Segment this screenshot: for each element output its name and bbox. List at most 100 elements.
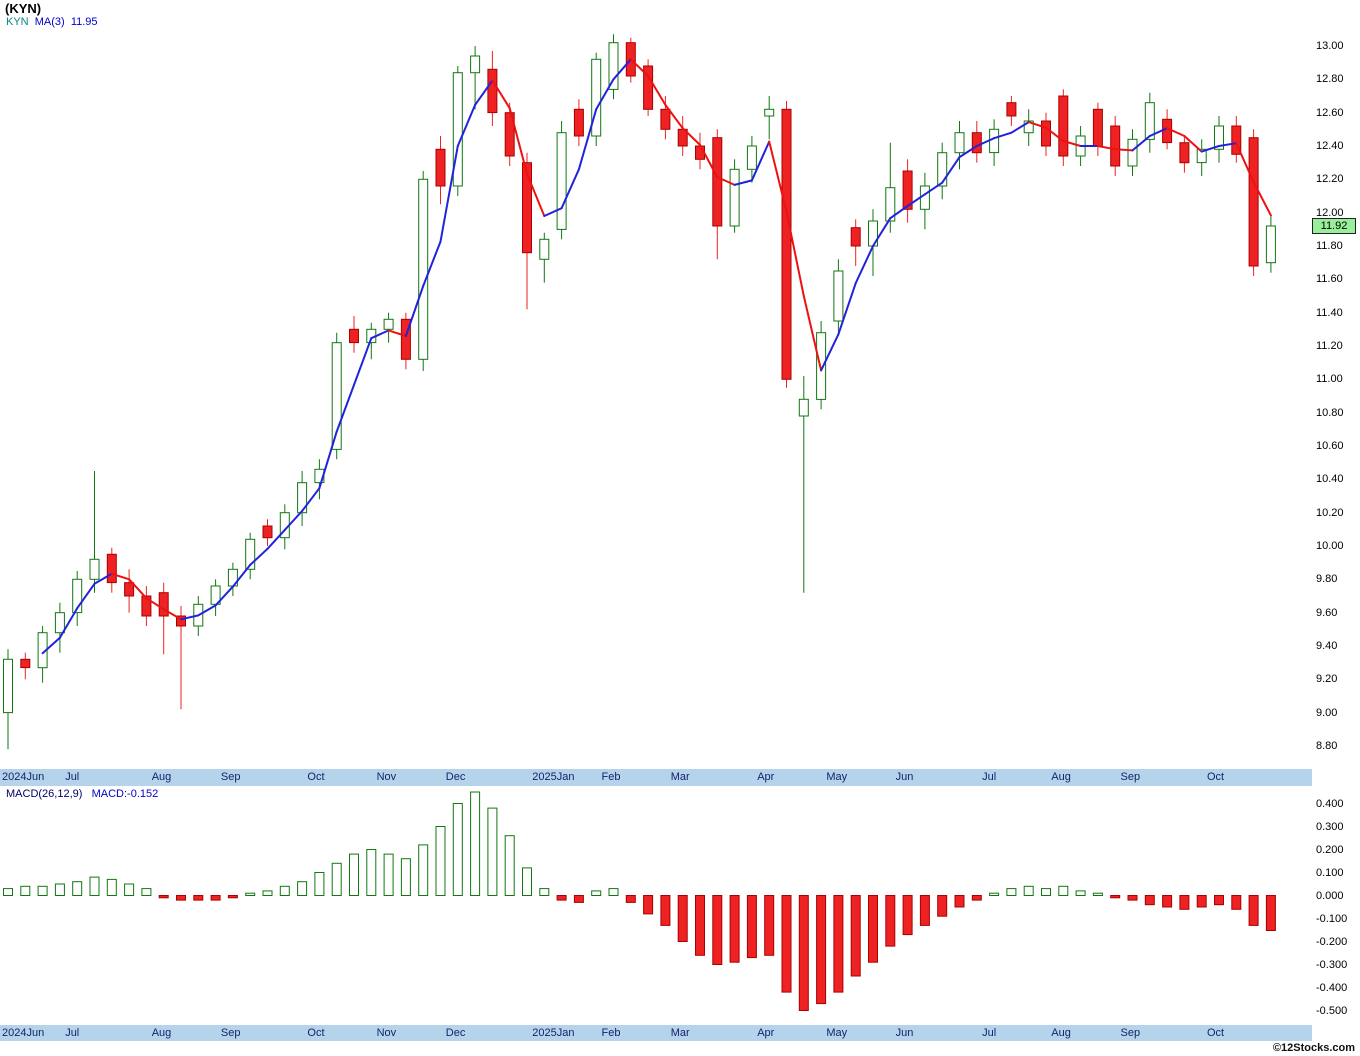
candle-body	[54, 612, 65, 634]
candle-body	[764, 108, 775, 117]
price-tick-label: 9.60	[1316, 606, 1338, 619]
candle-body	[262, 525, 273, 539]
candle-body	[470, 55, 481, 74]
month-label: Mar	[670, 1027, 690, 1039]
candle-body	[297, 482, 308, 514]
month-label: Jun	[895, 771, 914, 783]
macd-indicator-label: MACD(26,12,9)	[6, 788, 83, 800]
ma-segment	[612, 58, 632, 81]
price-tick-label: 10.60	[1316, 440, 1344, 452]
ma-segment	[266, 528, 286, 550]
candle-body	[1041, 120, 1051, 147]
macd-bar	[210, 895, 221, 901]
macd-bar	[1214, 895, 1224, 906]
macd-bar	[556, 895, 567, 901]
macd-bar	[816, 895, 827, 1005]
ma-segment	[370, 329, 390, 340]
month-label: Feb	[601, 1027, 621, 1039]
month-label: Aug	[1051, 771, 1071, 783]
ma-segment	[543, 207, 563, 217]
price-tick-label: 10.00	[1316, 540, 1344, 552]
ma-segment	[422, 240, 442, 287]
macd-bar	[608, 888, 619, 896]
macd-bar	[522, 867, 532, 897]
candle-body	[452, 72, 463, 187]
candle-body	[643, 65, 654, 110]
macd-bar	[245, 892, 256, 896]
ma-segment	[993, 131, 1013, 140]
candle-body	[746, 145, 757, 170]
price-tick-label: 11.20	[1316, 340, 1343, 352]
macd-bar	[1231, 895, 1242, 910]
ma-segment	[456, 103, 477, 147]
macd-bar	[971, 895, 982, 901]
candles-layer	[3, 34, 1276, 750]
candle-body	[591, 58, 602, 137]
macd-bar	[954, 895, 965, 908]
macd-bar	[885, 895, 896, 947]
ma-segment	[1010, 121, 1030, 134]
month-label: 2024Jun	[2, 1027, 45, 1039]
price-tick-label: 13.00	[1316, 40, 1344, 52]
ma-line	[41, 58, 1272, 655]
candle-body	[1023, 120, 1034, 134]
macd-tick-label: -0.200	[1316, 935, 1348, 948]
ma-segment	[526, 172, 546, 217]
ma-segment	[716, 176, 736, 186]
candle-body	[1092, 108, 1103, 147]
ma-segment	[854, 245, 874, 285]
macd-bar	[89, 876, 100, 896]
candle-body	[729, 168, 740, 227]
macd-bar	[400, 858, 411, 896]
ma-segment	[1200, 145, 1220, 153]
ma-segment	[1235, 142, 1255, 184]
macd-bar	[470, 791, 481, 896]
macd-chart-canvas	[3, 791, 1276, 1011]
macd-tick-label: 0.400	[1316, 797, 1344, 810]
macd-bar	[573, 895, 584, 903]
month-axis-band-top: 2024Jun Jul Aug Sep Oct Nov Dec 2025Jan Feb Mar Ap…	[0, 769, 1312, 786]
ma-segment	[1252, 181, 1272, 217]
ma-segment	[837, 282, 857, 336]
candle-body	[435, 148, 446, 187]
macd-bar	[366, 849, 377, 896]
macd-bar	[1023, 885, 1034, 897]
ma-segment	[508, 107, 528, 175]
macd-bar	[1144, 895, 1155, 906]
candle-body	[106, 553, 117, 584]
candle-body	[3, 658, 13, 714]
month-label: Jul	[982, 1027, 997, 1039]
macd-bar	[919, 895, 930, 926]
candle-body	[1110, 125, 1121, 167]
macd-bar	[3, 888, 13, 896]
macd-bar	[504, 835, 515, 896]
price-tick-label: 11.00	[1316, 373, 1343, 386]
ma-segment	[768, 140, 788, 213]
macd-legend: MACD(26,12,9) MACD:-0.152	[6, 788, 158, 800]
candle-body	[1196, 148, 1207, 164]
macd-bar	[781, 895, 792, 993]
macd-bar	[1179, 895, 1190, 910]
macd-bar	[72, 881, 83, 896]
candle-body	[176, 615, 186, 627]
month-label: Nov	[376, 1027, 397, 1039]
macd-bar	[1162, 895, 1173, 908]
macd-tick-label: -0.500	[1316, 1004, 1348, 1017]
macd-bar	[937, 895, 948, 917]
ma-segment	[335, 383, 355, 433]
price-tick-label: 11.40	[1316, 306, 1343, 319]
macd-bar	[193, 895, 204, 901]
ma-segment	[283, 510, 304, 531]
candle-body	[1162, 118, 1173, 144]
month-label: Dec	[445, 1027, 466, 1039]
macd-bar	[54, 883, 65, 896]
macd-tick-label: 0.000	[1316, 889, 1344, 902]
candle-body	[954, 132, 965, 154]
ma-segment	[1131, 135, 1151, 152]
macd-bar	[746, 895, 757, 959]
price-tick-label: 9.00	[1316, 706, 1338, 719]
month-label: Aug	[151, 771, 172, 783]
candle-body	[660, 108, 671, 130]
last-price-badge: 11.92	[1312, 218, 1356, 234]
macd-bar	[1248, 895, 1259, 926]
